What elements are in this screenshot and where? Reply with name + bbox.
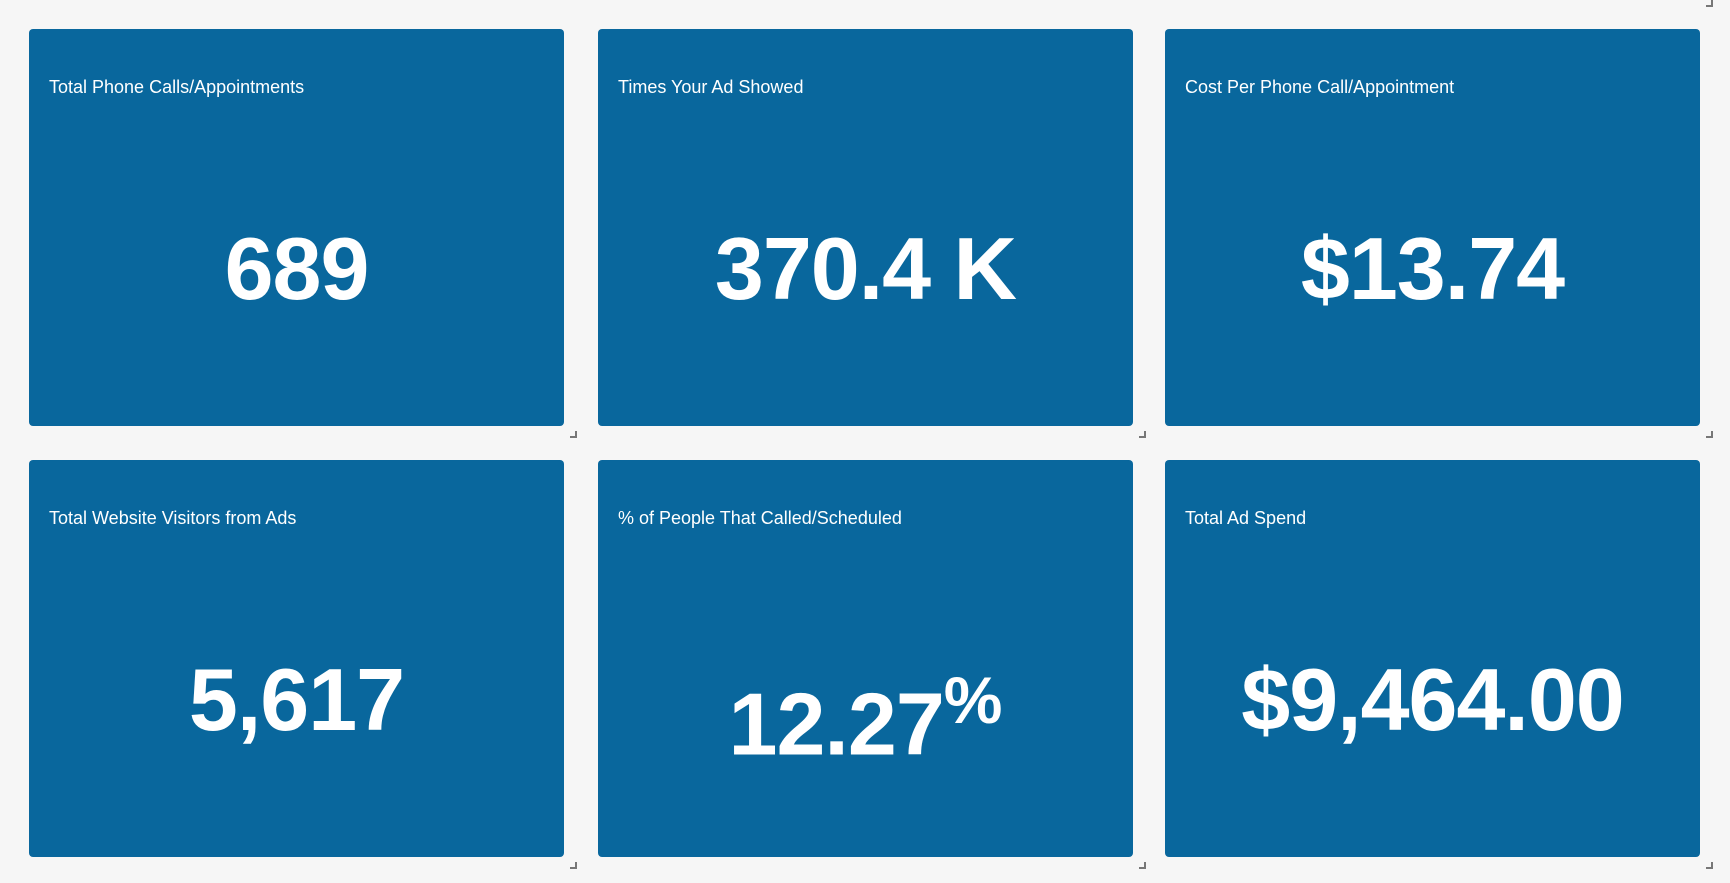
tile-title: % of People That Called/Scheduled (618, 508, 902, 528)
metric-number: 12.27 (728, 674, 945, 774)
tile-times-ad-showed[interactable]: Times Your Ad Showed 370.4 K (598, 29, 1133, 426)
tile-value: $9,464.00 (1165, 650, 1700, 750)
tile-value: 370.4 K (598, 219, 1133, 319)
tile-title: Total Website Visitors from Ads (49, 508, 297, 528)
tile-value: 689 (29, 219, 564, 319)
tile-title: Cost Per Phone Call/Appointment (1185, 77, 1455, 97)
metric-number: 370.4 K (714, 219, 1017, 318)
resize-corner-icon[interactable] (1706, 0, 1713, 7)
resize-corner-icon[interactable] (1139, 431, 1146, 438)
resize-corner-icon[interactable] (570, 862, 577, 869)
resize-corner-icon[interactable] (1139, 862, 1146, 869)
tile-title: Total Ad Spend (1185, 508, 1307, 528)
tile-value: 5,617 (29, 650, 564, 750)
tile-value: 12.27% (598, 650, 1133, 775)
resize-corner-icon[interactable] (1706, 862, 1713, 869)
metric-number: $13.74 (1300, 219, 1565, 318)
tile-total-phone-calls[interactable]: Total Phone Calls/Appointments 689 (29, 29, 564, 426)
tile-percent-called[interactable]: % of People That Called/Scheduled 12.27% (598, 460, 1133, 857)
tile-value: $13.74 (1165, 219, 1700, 319)
tile-total-ad-spend[interactable]: Total Ad Spend $9,464.00 (1165, 460, 1700, 857)
tile-title: Total Phone Calls/Appointments (49, 77, 305, 97)
tile-cost-per-call[interactable]: Cost Per Phone Call/Appointment $13.74 (1165, 29, 1700, 426)
tile-total-website-visitors[interactable]: Total Website Visitors from Ads 5,617 (29, 460, 564, 857)
metric-number: 689 (224, 219, 370, 318)
metric-number: $9,464.00 (1241, 650, 1624, 749)
resize-corner-icon[interactable] (1706, 431, 1713, 438)
metric-number: 5,617 (188, 650, 405, 749)
percent-suffix: % (943, 663, 1003, 737)
resize-corner-icon[interactable] (570, 431, 577, 438)
tile-title: Times Your Ad Showed (618, 77, 804, 97)
